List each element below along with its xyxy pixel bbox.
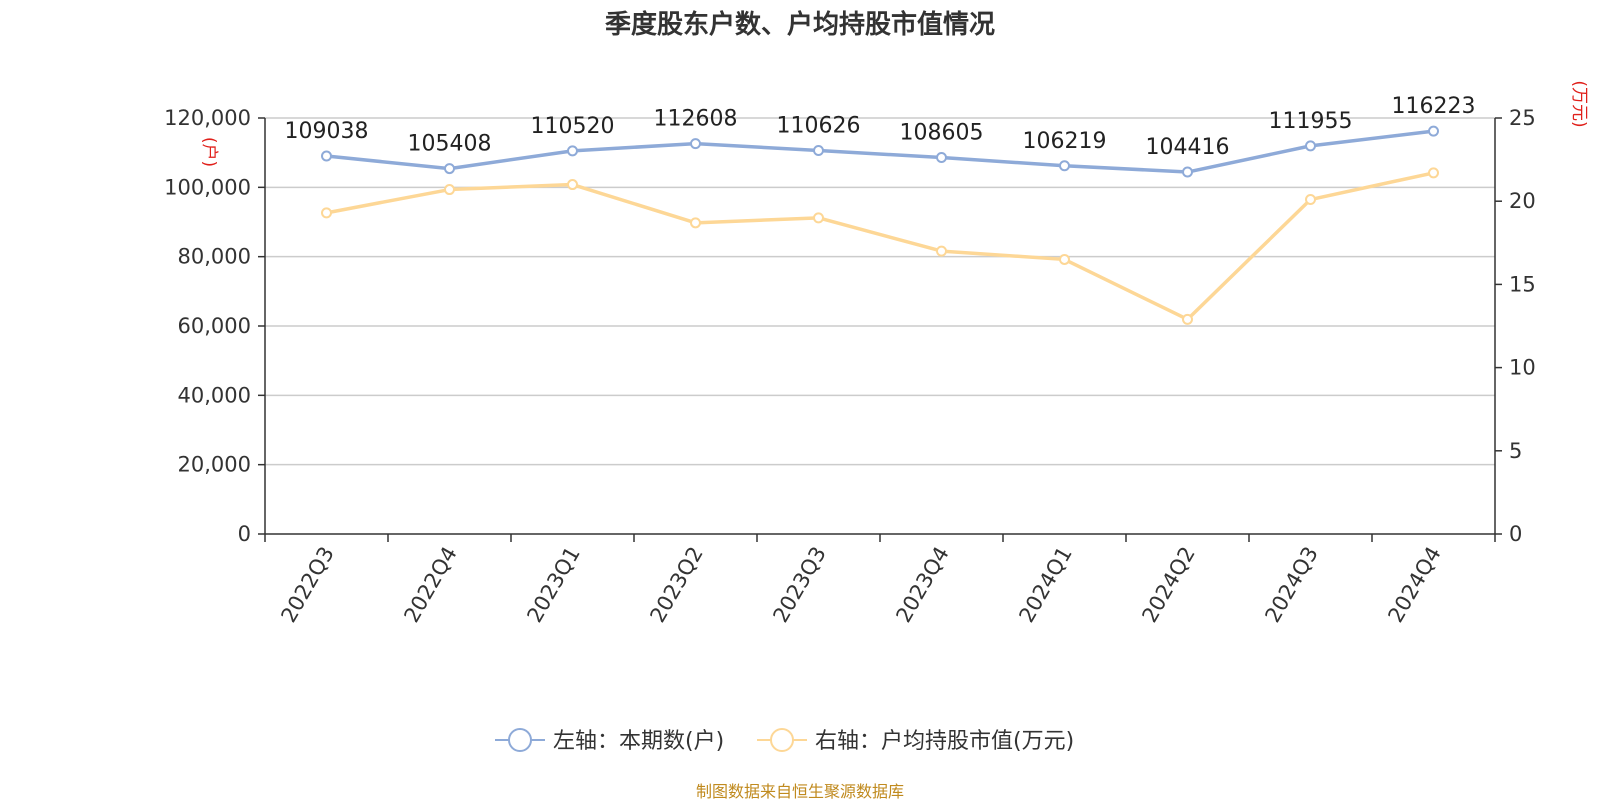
- right-axis-tick-label: 25: [1509, 106, 1536, 130]
- left-axis-tick-label: 80,000: [178, 245, 251, 269]
- series-1-point: [1305, 140, 1316, 152]
- series-2-point: [567, 179, 578, 191]
- right-axis-tick-label: 10: [1509, 356, 1536, 380]
- series-1-point: [321, 150, 332, 162]
- series-1-point: [1182, 166, 1193, 178]
- series-1-point: [690, 138, 701, 150]
- series-1-point: [1428, 125, 1439, 137]
- chart-title: 季度股东户数、户均持股市值情况: [604, 10, 995, 40]
- x-axis-tick-label: 2023Q1: [522, 543, 584, 627]
- data-label: 108605: [900, 121, 984, 146]
- data-label: 109038: [285, 119, 369, 144]
- data-label: 105408: [408, 132, 492, 157]
- data-label: 111955: [1269, 109, 1353, 134]
- source-note: 制图数据来自恒生聚源数据库: [695, 782, 904, 801]
- x-axis-tick-label: 2024Q3: [1260, 543, 1322, 627]
- series-1-point: [444, 163, 455, 175]
- data-labels: 109038 105408 110520 112608 110626 108605 1062…: [285, 94, 1476, 160]
- series-lines: [321, 125, 1439, 325]
- right-axis-tick-label: 20: [1509, 189, 1536, 213]
- series-2-point: [321, 207, 332, 219]
- series-line-1: [326, 129, 1434, 174]
- series-2-point: [1428, 167, 1439, 179]
- series-line-2: [326, 171, 1434, 322]
- data-label: 110520: [531, 114, 615, 139]
- series-2-point: [1182, 313, 1193, 325]
- left-axis-tick-label: 40,000: [178, 383, 251, 407]
- x-axis-tick-label: 2023Q3: [768, 543, 830, 627]
- series-1-point: [813, 144, 824, 156]
- series-1-point: [1059, 160, 1070, 172]
- legend-marker-2: [770, 728, 794, 752]
- series-2-point: [813, 212, 824, 224]
- legend-label-1: 左轴：本期数(户): [553, 729, 724, 754]
- data-label: 112608: [654, 107, 738, 132]
- series-2-point: [1059, 253, 1070, 265]
- x-axis-tick-label: 2024Q2: [1137, 543, 1199, 627]
- left-axis-tick-label: 120,000: [164, 106, 251, 130]
- x-axis-tick-label: 2022Q4: [399, 543, 461, 627]
- series-2-point: [444, 184, 455, 196]
- data-label: 104416: [1146, 135, 1230, 160]
- series-1-point: [936, 152, 947, 164]
- right-axis-tick-label: 5: [1509, 439, 1522, 463]
- legend: 左轴：本期数(户) 右轴：户均持股市值(万元): [495, 728, 1074, 754]
- series-1-point: [567, 145, 578, 157]
- x-axis-tick-label: 2023Q2: [645, 543, 707, 627]
- series-2-point: [936, 245, 947, 257]
- x-axis-tick-label: 2024Q4: [1383, 543, 1445, 627]
- x-axis-tick-label: 2024Q1: [1014, 543, 1076, 627]
- legend-label-2: 右轴：户均持股市值(万元): [815, 729, 1074, 754]
- right-axis-tick-label: 15: [1509, 272, 1536, 296]
- legend-marker-1: [508, 728, 532, 752]
- series-2-point: [690, 217, 701, 229]
- data-label: 116223: [1392, 94, 1476, 119]
- x-axis-tick-label: 2023Q4: [891, 543, 953, 627]
- left-axis-tick-label: 60,000: [178, 314, 251, 338]
- data-label: 110626: [777, 113, 861, 138]
- data-label: 106219: [1023, 129, 1107, 154]
- left-axis-tick-label: 100,000: [164, 175, 251, 199]
- series-2-point: [1305, 194, 1316, 206]
- left-axis-tick-label: 0: [238, 522, 251, 546]
- right-axis-unit: (万元): [1569, 80, 1589, 127]
- grid-lines: [265, 117, 1495, 466]
- x-axis-tick-label: 2022Q3: [276, 543, 338, 627]
- left-axis-unit: (户): [199, 137, 219, 167]
- left-axis-tick-label: 20,000: [178, 453, 251, 477]
- right-axis-tick-label: 0: [1509, 522, 1522, 546]
